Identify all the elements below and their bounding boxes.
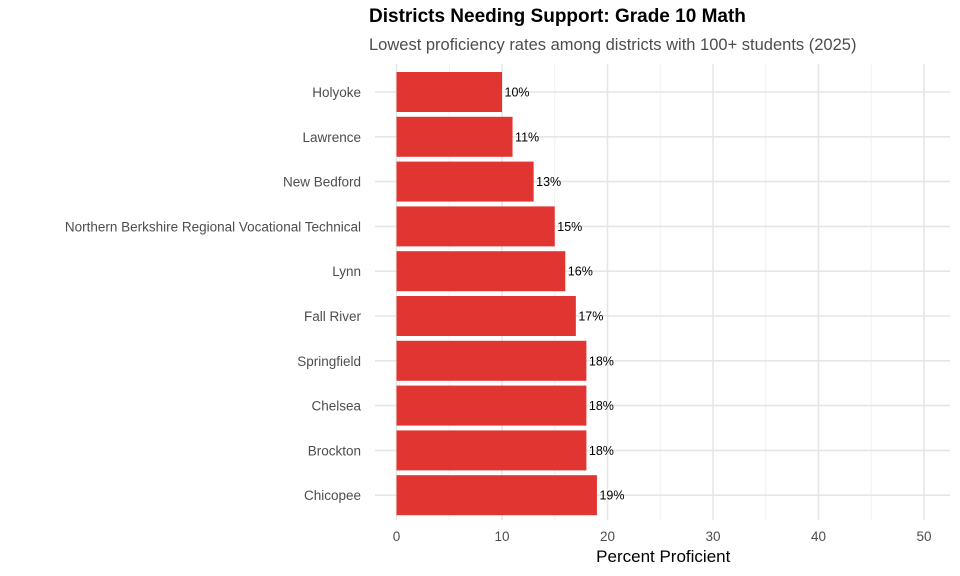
- data-label: 16%: [568, 265, 593, 279]
- data-label: 11%: [515, 130, 539, 144]
- bar: [396, 475, 597, 516]
- x-tick-label: 30: [705, 529, 720, 544]
- data-label: 18%: [589, 399, 614, 413]
- category-label: New Bedford: [283, 175, 361, 190]
- x-tick-label: 50: [916, 529, 931, 544]
- x-tick-label: 0: [393, 529, 401, 544]
- bar: [396, 296, 576, 336]
- data-label: 17%: [578, 310, 603, 324]
- x-tick-label: 10: [494, 529, 509, 544]
- category-label: Chicopee: [304, 488, 361, 503]
- x-tick-label: 20: [600, 529, 615, 544]
- chart-subtitle: Lowest proficiency rates among districts…: [369, 36, 857, 54]
- x-axis-title: Percent Proficient: [596, 547, 730, 566]
- chart-title: Districts Needing Support: Grade 10 Math: [369, 6, 746, 27]
- bar: [396, 385, 587, 426]
- bar: [396, 72, 502, 112]
- category-label: Holyoke: [312, 85, 361, 100]
- data-label: 10%: [505, 86, 530, 100]
- bar: [396, 430, 587, 471]
- x-tick-label: 40: [811, 529, 826, 544]
- category-label: Springfield: [297, 354, 361, 369]
- category-label: Brockton: [308, 443, 361, 458]
- category-label: Northern Berkshire Regional Vocational T…: [65, 219, 361, 234]
- data-label: 18%: [589, 354, 614, 368]
- bar: [396, 206, 555, 247]
- data-label: 19%: [599, 489, 624, 503]
- category-label: Lawrence: [302, 130, 361, 145]
- data-label: 18%: [589, 444, 614, 458]
- category-label: Fall River: [304, 309, 362, 324]
- data-label: 15%: [557, 220, 582, 234]
- bar: [396, 116, 513, 157]
- bar: [396, 340, 587, 381]
- bar: [396, 251, 566, 292]
- bar: [396, 161, 534, 202]
- category-label: Chelsea: [311, 399, 361, 414]
- data-label: 13%: [536, 175, 561, 189]
- category-label: Lynn: [332, 264, 361, 279]
